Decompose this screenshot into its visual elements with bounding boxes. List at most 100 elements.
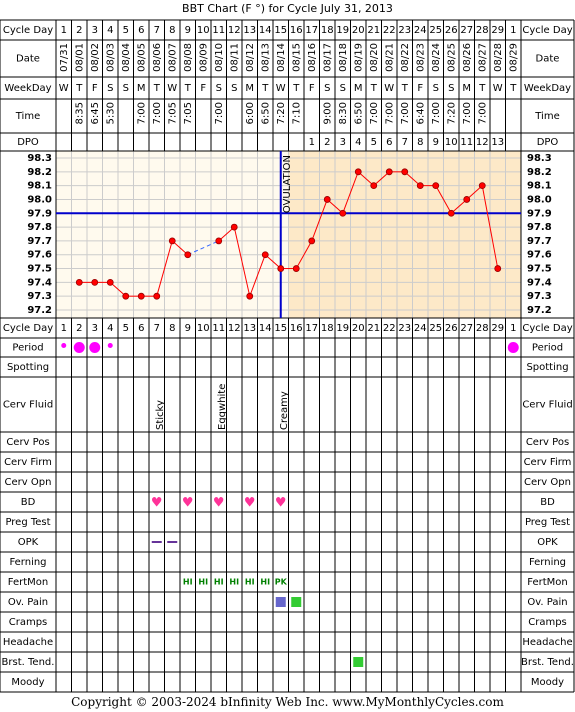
row-label-fertmon: FertMon	[8, 577, 48, 588]
weekday-cell: F	[92, 83, 98, 94]
weekday-cell: S	[448, 83, 454, 94]
row-label-cerv-firm-right: Cerv Firm	[524, 457, 572, 468]
row-label-opk: OPK	[18, 537, 39, 548]
temp-line	[481, 185, 499, 269]
dpo-cell: 12	[476, 137, 489, 148]
row-label-weekday-right: WeekDay	[524, 83, 571, 94]
cycle-day-cell: 23	[398, 323, 411, 334]
row-label-ov-pain-right: Ov. Pain	[527, 597, 567, 608]
temp-line	[156, 240, 173, 297]
date-cell: 08/04	[121, 43, 132, 72]
weekday-cell: S	[340, 83, 346, 94]
row-label-dpo: DPO	[17, 137, 39, 148]
temp-tick-right: 97.8	[527, 222, 552, 233]
temp-point	[184, 251, 192, 259]
cycle-day-cell: 17	[305, 323, 318, 334]
time-cell: 6:40	[415, 102, 426, 124]
bd-heart-icon: ♥	[151, 496, 163, 511]
fertmon-hi: HI	[183, 578, 193, 587]
temp-line	[450, 199, 468, 214]
temp-line	[264, 254, 282, 269]
temp-point	[323, 196, 331, 203]
temp-tick-right: 97.4	[527, 277, 552, 288]
cycle-day-cell: 23	[398, 25, 411, 36]
cycle-day-cell: 5	[123, 323, 129, 334]
dpo-cell: 9	[433, 137, 439, 148]
temp-line	[326, 199, 344, 214]
row-label-cerv-opn-right: Cerv Opn	[524, 477, 571, 488]
row-label-period: Period	[12, 343, 43, 354]
cycle-day-cell: 25	[429, 323, 442, 334]
temp-point	[153, 292, 161, 300]
date-cell: 08/27	[477, 43, 488, 72]
bd-heart-icon: ♥	[182, 496, 194, 511]
temp-point	[137, 292, 145, 300]
temp-tick-right: 97.3	[527, 291, 552, 302]
row-label-opk-right: OPK	[537, 537, 558, 548]
weekday-cell: T	[370, 83, 378, 94]
temp-point	[106, 278, 114, 286]
row-label-time: Time	[15, 111, 40, 122]
temp-point	[339, 209, 347, 217]
weekday-cell: M	[245, 83, 254, 94]
cycle-day-cell: 15	[274, 323, 287, 334]
period-dot	[73, 342, 85, 353]
dpo-cell: 7	[402, 137, 408, 148]
row-label-ferning-right: Ferning	[529, 557, 566, 568]
fertmon-hi: HI	[198, 578, 208, 587]
row-label-spotting: Spotting	[7, 362, 49, 373]
date-cell: 08/22	[400, 43, 411, 72]
row-label-period-right: Period	[532, 343, 563, 354]
cycle-day-cell: 4	[107, 25, 113, 36]
dpo-cell: 1	[309, 137, 315, 148]
time-cell: 7:05	[167, 102, 178, 124]
date-cell: 08/01	[74, 43, 85, 72]
weekday-cell: S	[216, 83, 222, 94]
date-cell: 08/21	[384, 43, 395, 72]
time-cell: 6:00	[245, 102, 256, 124]
cycle-day-cell: 28	[476, 323, 489, 334]
row-label-ov-pain: Ov. Pain	[8, 597, 48, 608]
row-label-moody: Moody	[11, 677, 44, 688]
temp-tick-right: 98.2	[527, 167, 552, 178]
cycle-day-cell: 28	[476, 25, 489, 36]
cycle-day-cell: 26	[445, 25, 458, 36]
temp-point	[354, 168, 362, 176]
row-label-cerv-fluid: Cerv Fluid	[3, 400, 53, 411]
date-cell: 08/28	[493, 43, 504, 72]
temp-tick-right: 98.1	[527, 181, 552, 192]
temp-tick-right: 97.5	[527, 264, 552, 275]
weekday-cell: F	[309, 83, 315, 94]
date-cell: 08/26	[462, 43, 473, 72]
temp-line	[466, 185, 483, 200]
chart-title: BBT Chart (F °) for Cycle July 31, 2013	[182, 2, 393, 15]
temp-tick-right: 98.0	[527, 194, 552, 205]
time-cell: 7:00	[369, 102, 380, 124]
temp-line	[311, 199, 328, 242]
temp-line	[171, 240, 189, 256]
temp-point	[416, 182, 424, 190]
cycle-day-cell: 26	[445, 323, 458, 334]
cycle-day-cell: 24	[414, 323, 427, 334]
cycle-day-cell: 11	[212, 25, 225, 36]
cerv-fluid-eggwhite: Eggwhite	[217, 384, 228, 430]
cycle-day-cell: 14	[259, 323, 272, 334]
cycle-day-cell: 17	[305, 25, 318, 36]
cycle-day-cell: 1	[510, 323, 516, 334]
time-cell: 7:00	[152, 102, 163, 124]
row-label-moody-right: Moody	[531, 677, 564, 688]
time-cell: 6:45	[90, 102, 101, 124]
ov-pain-marker	[291, 597, 302, 607]
time-cell: 9:00	[322, 102, 333, 124]
temp-point	[401, 168, 409, 176]
time-cell: 7:00	[136, 102, 147, 124]
bd-heart-icon: ♥	[213, 496, 225, 511]
weekday-cell: T	[478, 83, 486, 94]
weekday-cell: S	[324, 83, 330, 94]
dpo-cell: 8	[417, 137, 423, 148]
cycle-day-cell: 25	[429, 25, 442, 36]
weekday-cell: M	[137, 83, 146, 94]
fertmon-hi: HI	[260, 578, 270, 587]
temp-tick-left: 97.8	[27, 222, 52, 233]
cycle-day-cell: 4	[107, 323, 113, 334]
